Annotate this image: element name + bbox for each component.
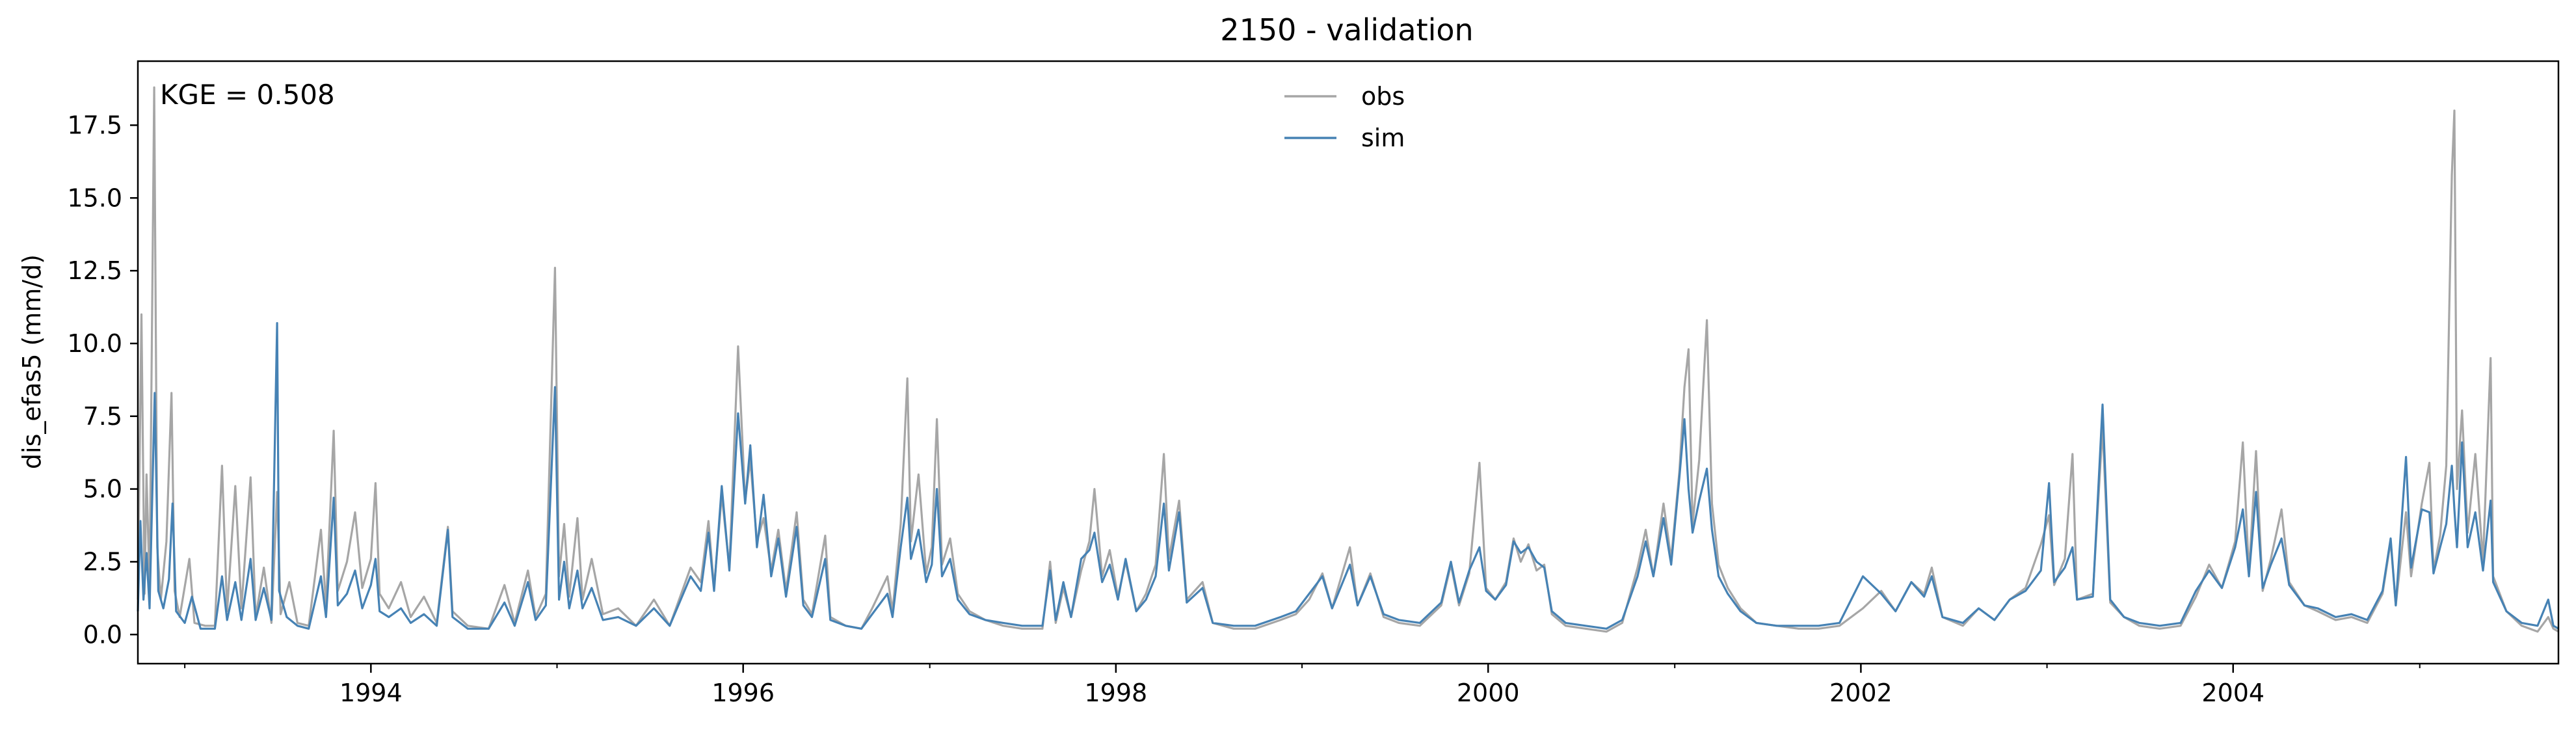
- kge-annotation: KGE = 0.508: [160, 79, 335, 111]
- y-axis-label: dis_efas5 (mm/d): [18, 254, 46, 469]
- plot-frame: [137, 60, 2560, 665]
- x-tick-label: 2004: [2201, 679, 2264, 707]
- y-tick-label: 12.5: [67, 256, 122, 285]
- y-tick-label: 10.0: [67, 329, 122, 358]
- legend: obs sim: [1284, 82, 1405, 152]
- series-layer: [137, 86, 2559, 633]
- y-tick-label: 7.5: [83, 402, 122, 431]
- x-tick-label: 2000: [1457, 679, 1520, 707]
- x-tick-label: 1994: [339, 679, 403, 707]
- y-tick-label: 17.5: [67, 111, 122, 139]
- chart-title: 2150 - validation: [1220, 12, 1473, 47]
- x-tick-label: 2002: [1829, 679, 1892, 707]
- x-axis-ticks: 1994 1996 1998 2000 2002 2004: [184, 664, 2421, 707]
- y-tick-label: 0.0: [83, 620, 122, 649]
- legend-label-sim: sim: [1361, 124, 1405, 152]
- x-tick-label: 1998: [1084, 679, 1147, 707]
- x-tick-label: 1996: [711, 679, 775, 707]
- y-tick-label: 15.0: [67, 183, 122, 212]
- y-tick-label: 5.0: [83, 475, 122, 504]
- series-line-sim: [137, 322, 2559, 630]
- series-line-obs: [137, 86, 2559, 633]
- y-axis-ticks: 0.0 2.5 5.0 7.5 10.0 12.5 15.0 17.5: [67, 111, 138, 649]
- y-tick-label: 2.5: [83, 547, 122, 576]
- legend-label-obs: obs: [1361, 82, 1405, 111]
